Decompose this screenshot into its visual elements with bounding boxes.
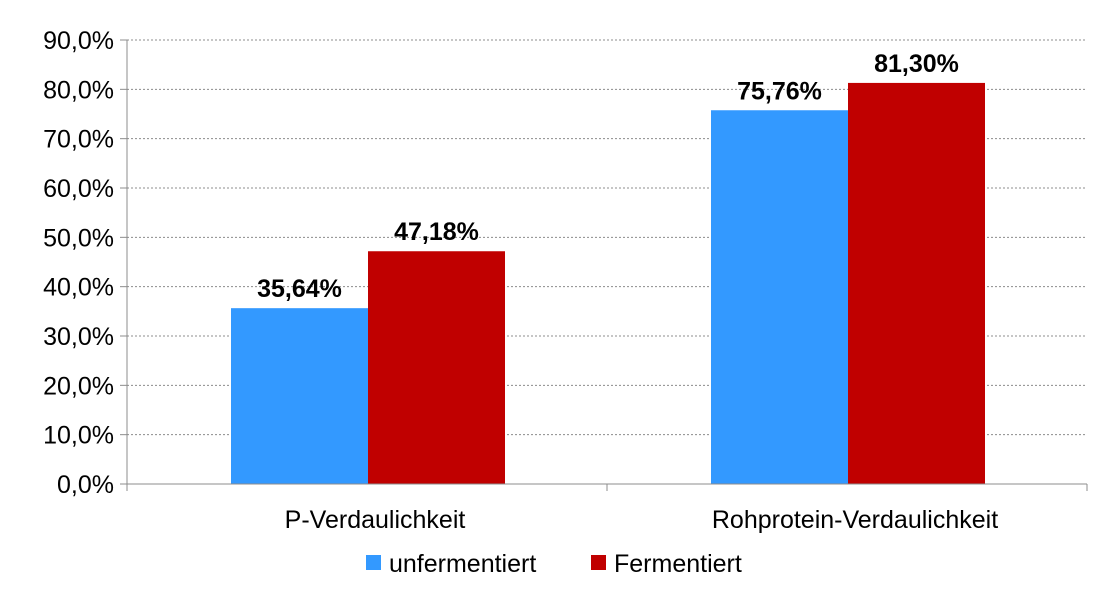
data-label: 47,18% bbox=[394, 218, 479, 246]
bar-fermentiert bbox=[368, 251, 505, 484]
bar-unfermentiert bbox=[711, 110, 848, 484]
y-tick-label: 10,0% bbox=[43, 422, 114, 450]
data-label: 81,30% bbox=[874, 50, 959, 78]
y-tick-label: 60,0% bbox=[43, 175, 114, 203]
data-label: 35,64% bbox=[257, 275, 342, 303]
bar-fermentiert bbox=[848, 82, 985, 485]
y-tick-label: 30,0% bbox=[43, 323, 114, 351]
y-tick-label: 40,0% bbox=[43, 274, 114, 302]
legend-entry: unfermentiert bbox=[389, 550, 536, 578]
data-label: 75,76% bbox=[737, 77, 822, 105]
y-tick-label: 80,0% bbox=[43, 76, 114, 104]
y-tick-label: 20,0% bbox=[43, 372, 114, 400]
legend-swatch-fermentiert bbox=[591, 555, 606, 570]
x-tick-label: P-Verdaulichkeit bbox=[285, 506, 466, 534]
x-tick-label: Rohprotein-Verdaulichkeit bbox=[712, 506, 998, 534]
bar-unfermentiert bbox=[231, 308, 368, 484]
y-tick-label: 50,0% bbox=[43, 224, 114, 252]
y-tick-label: 70,0% bbox=[43, 126, 114, 154]
legend-entry: Fermentiert bbox=[614, 550, 742, 578]
y-tick-label: 0,0% bbox=[57, 471, 114, 499]
y-tick-label: 90,0% bbox=[43, 27, 114, 55]
legend-swatch-unfermentiert bbox=[366, 555, 381, 570]
